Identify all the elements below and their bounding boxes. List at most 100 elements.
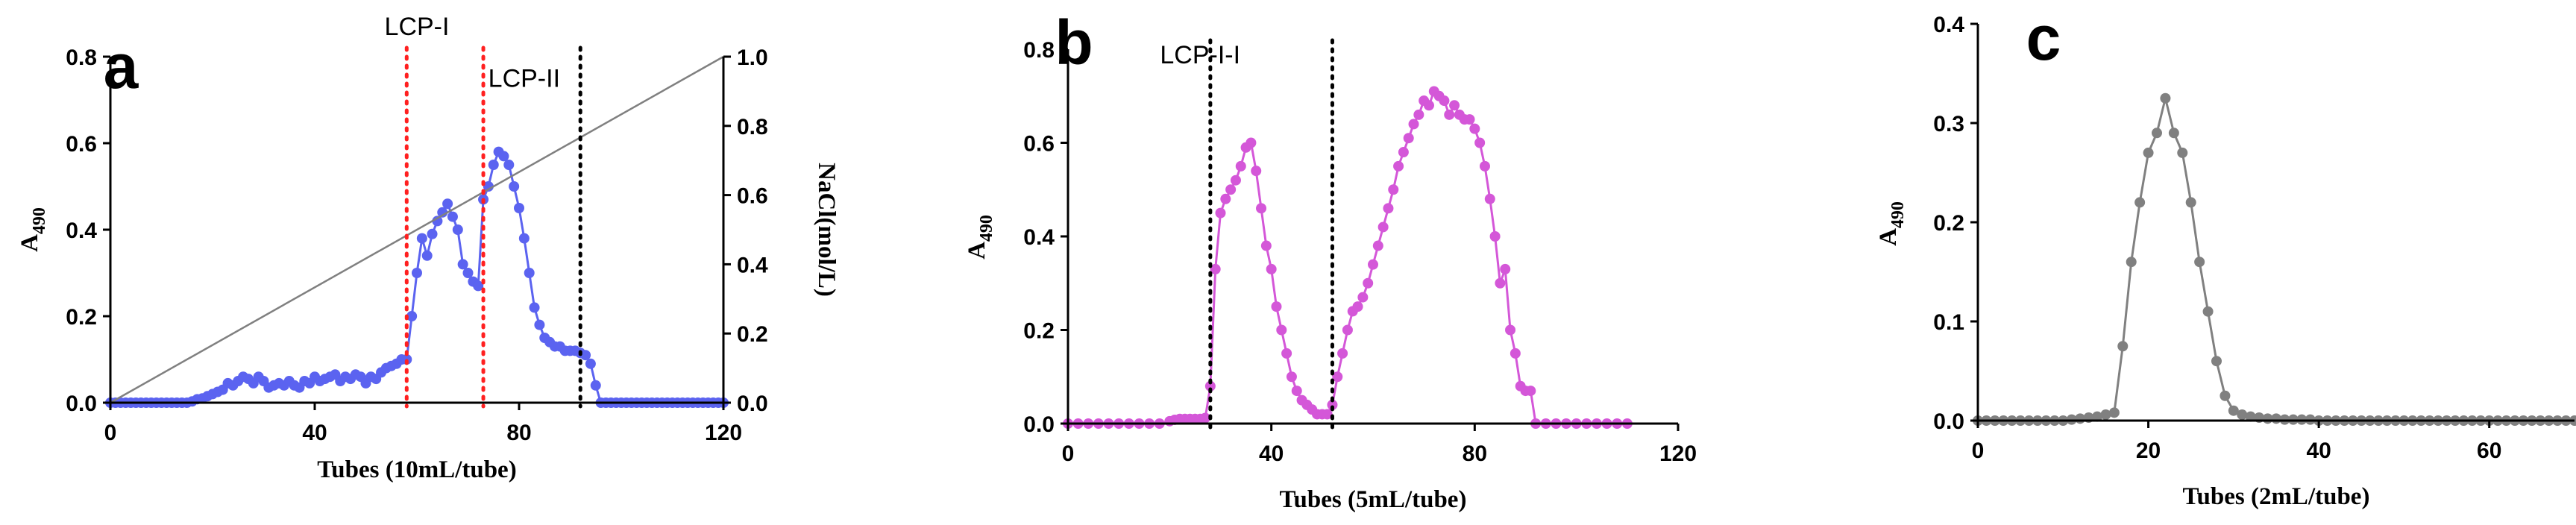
x-axis-title: Tubes (10mL/tube) <box>317 456 516 483</box>
y2-tick-label: 1.0 <box>737 45 768 70</box>
data-point <box>1286 371 1297 383</box>
data-point <box>1235 160 1246 172</box>
data-point <box>1368 259 1378 270</box>
x-tick-label: 80 <box>1463 441 1487 466</box>
data-point <box>2177 147 2188 158</box>
y2-tick-label: 0.0 <box>737 392 768 416</box>
data-point <box>1444 109 1455 120</box>
data-point <box>1484 193 1495 204</box>
data-point <box>1266 263 1277 274</box>
x-tick-label: 0 <box>104 421 117 445</box>
y-axis-title-main: A <box>964 242 990 260</box>
data-point <box>1408 119 1419 130</box>
y-tick-label: 0.4 <box>66 219 97 243</box>
data-point <box>1469 123 1480 134</box>
x-tick-label: 40 <box>1259 441 1284 466</box>
y-tick-label: 0.2 <box>1933 211 1964 236</box>
y-tick-label: 0.6 <box>1023 132 1055 157</box>
data-point <box>1464 114 1475 125</box>
series-line-a490 <box>1978 98 2575 422</box>
data-point <box>2220 390 2231 401</box>
data-point <box>1525 386 1536 397</box>
data-point <box>462 268 474 278</box>
data-point <box>432 216 443 227</box>
y-tick-label: 0.0 <box>1023 412 1055 437</box>
data-point <box>1495 277 1506 289</box>
y-axis-title-subscript: 490 <box>977 215 996 242</box>
data-point <box>1423 100 1434 111</box>
y2-tick-label: 0.2 <box>737 322 768 347</box>
data-point <box>2237 409 2248 421</box>
data-point <box>1372 240 1383 251</box>
data-point <box>1398 147 1409 158</box>
data-point <box>2194 257 2205 268</box>
x-tick-label: 40 <box>302 421 327 445</box>
data-point <box>529 302 540 313</box>
y-axis-title-main: A <box>1875 228 1902 246</box>
data-point <box>447 211 458 222</box>
data-point <box>498 151 509 162</box>
y2-tick-label: 0.4 <box>737 253 768 277</box>
data-point <box>1332 371 1343 383</box>
fraction-label: LCP-II <box>489 65 560 93</box>
data-point <box>1342 324 1353 336</box>
data-point <box>427 228 438 239</box>
data-point <box>1251 166 1262 177</box>
y-axis-title: A490 <box>16 207 49 252</box>
y-tick-label: 0.4 <box>1023 225 1055 250</box>
data-point <box>2092 411 2102 422</box>
data-point <box>514 203 524 213</box>
data-point <box>1474 137 1486 148</box>
data-point <box>2108 407 2120 418</box>
x-tick-label: 40 <box>2306 438 2331 463</box>
data-point <box>590 380 601 391</box>
y-axis-title-subscript: 490 <box>30 207 49 234</box>
data-point <box>534 319 545 330</box>
x-tick-label: 80 <box>506 421 531 445</box>
x-axis-title: Tubes (2mL/tube) <box>2183 483 2370 510</box>
data-point <box>406 311 418 321</box>
panel-letter: a <box>104 31 139 101</box>
data-point <box>2143 147 2154 158</box>
y-tick-label: 0.0 <box>66 392 97 416</box>
data-point <box>2152 128 2162 139</box>
data-point <box>483 181 494 192</box>
panel-letter: b <box>1055 7 1093 78</box>
data-point <box>2228 405 2239 416</box>
data-point <box>421 250 433 261</box>
x-tick-label: 0 <box>1972 438 1985 463</box>
panel-c: c 0 20 40 60 0.0 0.1 0.2 0.3 0.4 Tubes (2mL/tube) A… <box>1875 3 2576 510</box>
data-point <box>1215 207 1226 219</box>
series-line-nacl <box>110 55 724 404</box>
data-point <box>2185 197 2196 208</box>
x-tick-label: 0 <box>1062 441 1075 466</box>
data-point <box>1200 412 1211 424</box>
y-tick-label: 0.6 <box>66 132 97 157</box>
panel-b: b LCP-I-I 0 40 80 120 0.0 0.2 0.4 0.6 0.8 Tubes (5m… <box>964 7 1697 513</box>
data-point <box>1505 324 1516 336</box>
data-point <box>2168 128 2179 139</box>
data-point <box>2202 306 2214 317</box>
y-axis-title-subscript: 490 <box>1888 201 1908 228</box>
data-point <box>437 207 448 218</box>
data-point <box>1327 399 1338 410</box>
data-point <box>1489 231 1501 242</box>
data-point <box>509 181 520 192</box>
data-point <box>1352 301 1363 312</box>
data-point <box>1337 348 1348 359</box>
data-point <box>1256 203 1267 214</box>
data-point <box>2117 341 2129 352</box>
data-point <box>2245 411 2256 422</box>
data-point <box>1204 380 1216 392</box>
data-point <box>416 233 427 244</box>
panel-letter: c <box>2026 3 2061 73</box>
y-tick-label: 0.0 <box>1933 409 1964 434</box>
data-point <box>1500 263 1511 274</box>
x-tick-label: 20 <box>2136 438 2161 463</box>
data-point <box>457 259 468 270</box>
data-point <box>503 160 515 170</box>
data-point <box>488 160 499 170</box>
data-point <box>442 198 453 210</box>
data-point <box>2126 257 2137 268</box>
